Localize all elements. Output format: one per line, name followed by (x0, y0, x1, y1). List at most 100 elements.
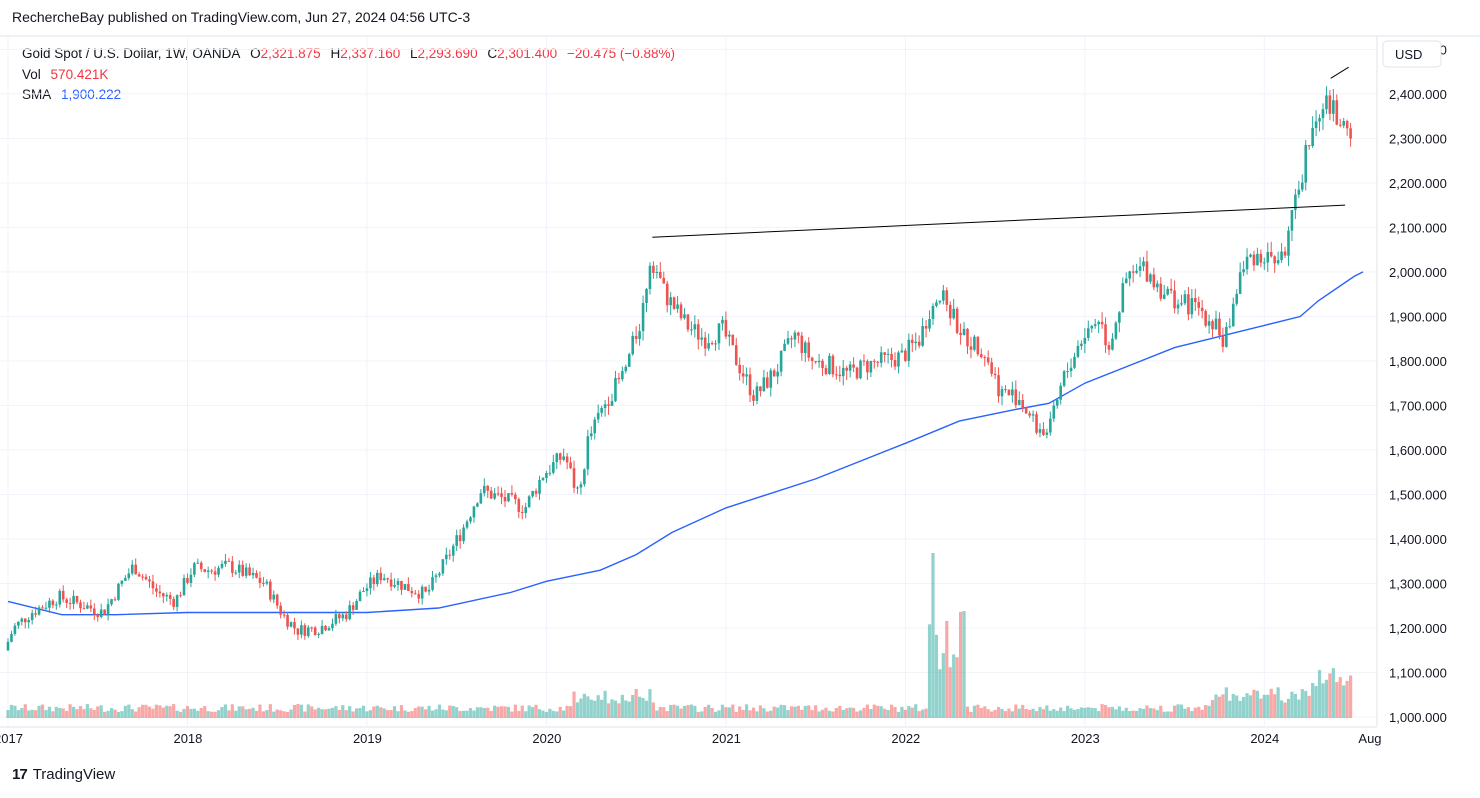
candle-body (1300, 182, 1304, 190)
volume-bar (865, 704, 870, 718)
volume-bar (27, 710, 31, 718)
volume-bar (196, 710, 200, 718)
volume-bar (351, 711, 355, 718)
volume-bar (265, 710, 269, 718)
candle-body (710, 343, 714, 345)
volume-bar (1248, 695, 1253, 718)
candle-body (717, 323, 721, 344)
volume-bar (838, 705, 842, 718)
candle-body (410, 590, 414, 594)
candle-body (545, 473, 548, 479)
candle-body (1276, 260, 1280, 264)
candle-body (1314, 121, 1318, 128)
candle-body (527, 496, 531, 508)
candle-body (386, 578, 389, 580)
volume-bar (279, 710, 283, 718)
candle-body (500, 493, 503, 497)
volume-bar (275, 709, 279, 718)
volume-bar (755, 711, 759, 718)
candle-body (17, 621, 20, 626)
volume-bar (772, 706, 776, 718)
volume-bar (1107, 707, 1111, 718)
trendlines[interactable] (652, 66, 1349, 238)
volume-bar (1335, 682, 1339, 718)
candle-body (652, 265, 655, 273)
volume-bar (1110, 706, 1115, 718)
volume-bar (1010, 711, 1014, 718)
sma-label[interactable]: SMA (22, 87, 52, 102)
candle-body (30, 613, 34, 621)
volume-bar (434, 709, 438, 718)
candle-body (1200, 307, 1204, 312)
time-axis[interactable]: 2017 2018 2019 2020 2021 2022 2023 2024 Aug (0, 726, 1382, 746)
candle-body (910, 339, 914, 344)
candle-body (296, 628, 300, 635)
volume-bar (996, 706, 1001, 718)
candle-body (1304, 145, 1308, 183)
candle-body (835, 374, 838, 376)
candle-body (558, 453, 562, 460)
currency-button[interactable]: USD (1382, 40, 1442, 68)
volume-bar (334, 706, 338, 718)
candle-body (134, 564, 138, 575)
volume-bar (675, 705, 680, 718)
candle-body (900, 350, 904, 353)
volume-bar (16, 710, 20, 718)
candle-body (748, 374, 752, 396)
volume-bar (613, 700, 618, 718)
candle-body (148, 579, 151, 582)
vol-label[interactable]: Vol (22, 66, 41, 82)
volume-bar (986, 709, 990, 718)
volume-bar (172, 704, 176, 718)
candle-body (520, 511, 524, 513)
price-axis[interactable]: 2,500.0002,400.0002,300.0002,200.0002,10… (1376, 36, 1447, 726)
volume-bar (1328, 673, 1332, 718)
candle-body (1180, 303, 1183, 305)
candle-body (458, 535, 462, 542)
volume-bar (420, 706, 424, 718)
volume-bar (1317, 670, 1322, 718)
volume-bar (192, 708, 196, 718)
volume-bar (230, 704, 234, 718)
candle-body (99, 609, 103, 617)
volume-bar (786, 710, 790, 718)
price-tick-label: 1,700.000 (1389, 398, 1447, 413)
candle-body (1273, 256, 1276, 264)
candle-body (489, 490, 493, 499)
volume-bar (1345, 680, 1349, 718)
volume-bar (244, 709, 248, 718)
volume-bar (627, 701, 631, 718)
candle-body (1349, 128, 1352, 139)
volume-bar (1252, 689, 1256, 718)
volume-bar (37, 705, 41, 718)
candle-body (1266, 252, 1270, 263)
volume-bar (562, 710, 566, 718)
volume-bar (648, 689, 652, 718)
time-tick-label: 2019 (353, 731, 382, 746)
volume-bar (696, 711, 700, 718)
volume-bar (375, 705, 379, 718)
candle-body (572, 468, 576, 488)
volume-bar (976, 704, 980, 718)
candle-body (828, 355, 831, 374)
candle-body (1159, 283, 1163, 299)
brand-name[interactable]: TradingView (32, 766, 116, 783)
candle-body (617, 377, 621, 380)
volume-bar (479, 707, 483, 718)
candle-body (1245, 256, 1249, 270)
volume-bar (765, 711, 769, 718)
candle-body (1059, 385, 1062, 400)
tradingview-logo-icon[interactable]: 17 (12, 766, 28, 783)
candle-body (1049, 418, 1052, 433)
candle-body (413, 593, 417, 595)
volume-bar (1349, 675, 1353, 718)
candle-body (1228, 326, 1232, 328)
volume-bar (417, 706, 421, 718)
volume-bar (679, 708, 683, 718)
candle-body (855, 367, 859, 379)
currency-label[interactable]: USD (1395, 47, 1422, 62)
volume-bar (1121, 710, 1125, 718)
candle-body (1252, 254, 1256, 266)
candle-body (168, 595, 172, 599)
